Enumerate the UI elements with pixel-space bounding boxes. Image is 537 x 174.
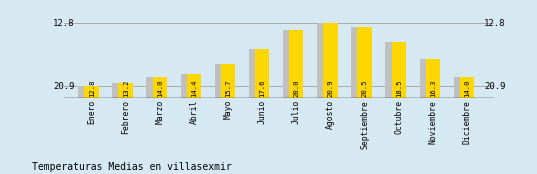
- Bar: [358, 27, 372, 174]
- Bar: [249, 49, 263, 174]
- Text: 12.8: 12.8: [53, 19, 75, 28]
- Text: 12.8: 12.8: [89, 80, 95, 97]
- Text: 16.3: 16.3: [430, 80, 436, 97]
- Text: 15.7: 15.7: [226, 80, 231, 97]
- Bar: [454, 77, 468, 174]
- Text: Temperaturas Medias en villasexmir: Temperaturas Medias en villasexmir: [32, 162, 232, 172]
- Bar: [147, 77, 161, 174]
- Bar: [187, 74, 201, 174]
- Text: 14.0: 14.0: [465, 80, 470, 97]
- Bar: [221, 64, 235, 174]
- Bar: [255, 49, 270, 174]
- Text: 20.9: 20.9: [484, 82, 505, 90]
- Bar: [112, 83, 127, 174]
- Bar: [391, 42, 406, 174]
- Bar: [317, 23, 331, 174]
- Bar: [153, 77, 167, 174]
- Bar: [323, 23, 338, 174]
- Text: 20.9: 20.9: [53, 82, 75, 90]
- Text: 14.0: 14.0: [157, 80, 163, 97]
- Text: 18.5: 18.5: [396, 80, 402, 97]
- Text: 14.4: 14.4: [191, 80, 197, 97]
- Bar: [419, 59, 434, 174]
- Text: 20.9: 20.9: [328, 80, 334, 97]
- Text: 17.6: 17.6: [259, 80, 265, 97]
- Bar: [78, 86, 92, 174]
- Bar: [119, 83, 133, 174]
- Bar: [289, 30, 303, 174]
- Text: 12.8: 12.8: [484, 19, 505, 28]
- Bar: [84, 86, 99, 174]
- Text: 13.2: 13.2: [123, 80, 129, 97]
- Text: 20.0: 20.0: [294, 80, 300, 97]
- Bar: [283, 30, 297, 174]
- Bar: [180, 74, 195, 174]
- Text: 20.5: 20.5: [362, 80, 368, 97]
- Bar: [386, 42, 400, 174]
- Bar: [426, 59, 440, 174]
- Bar: [351, 27, 366, 174]
- Bar: [215, 64, 229, 174]
- Bar: [460, 77, 474, 174]
